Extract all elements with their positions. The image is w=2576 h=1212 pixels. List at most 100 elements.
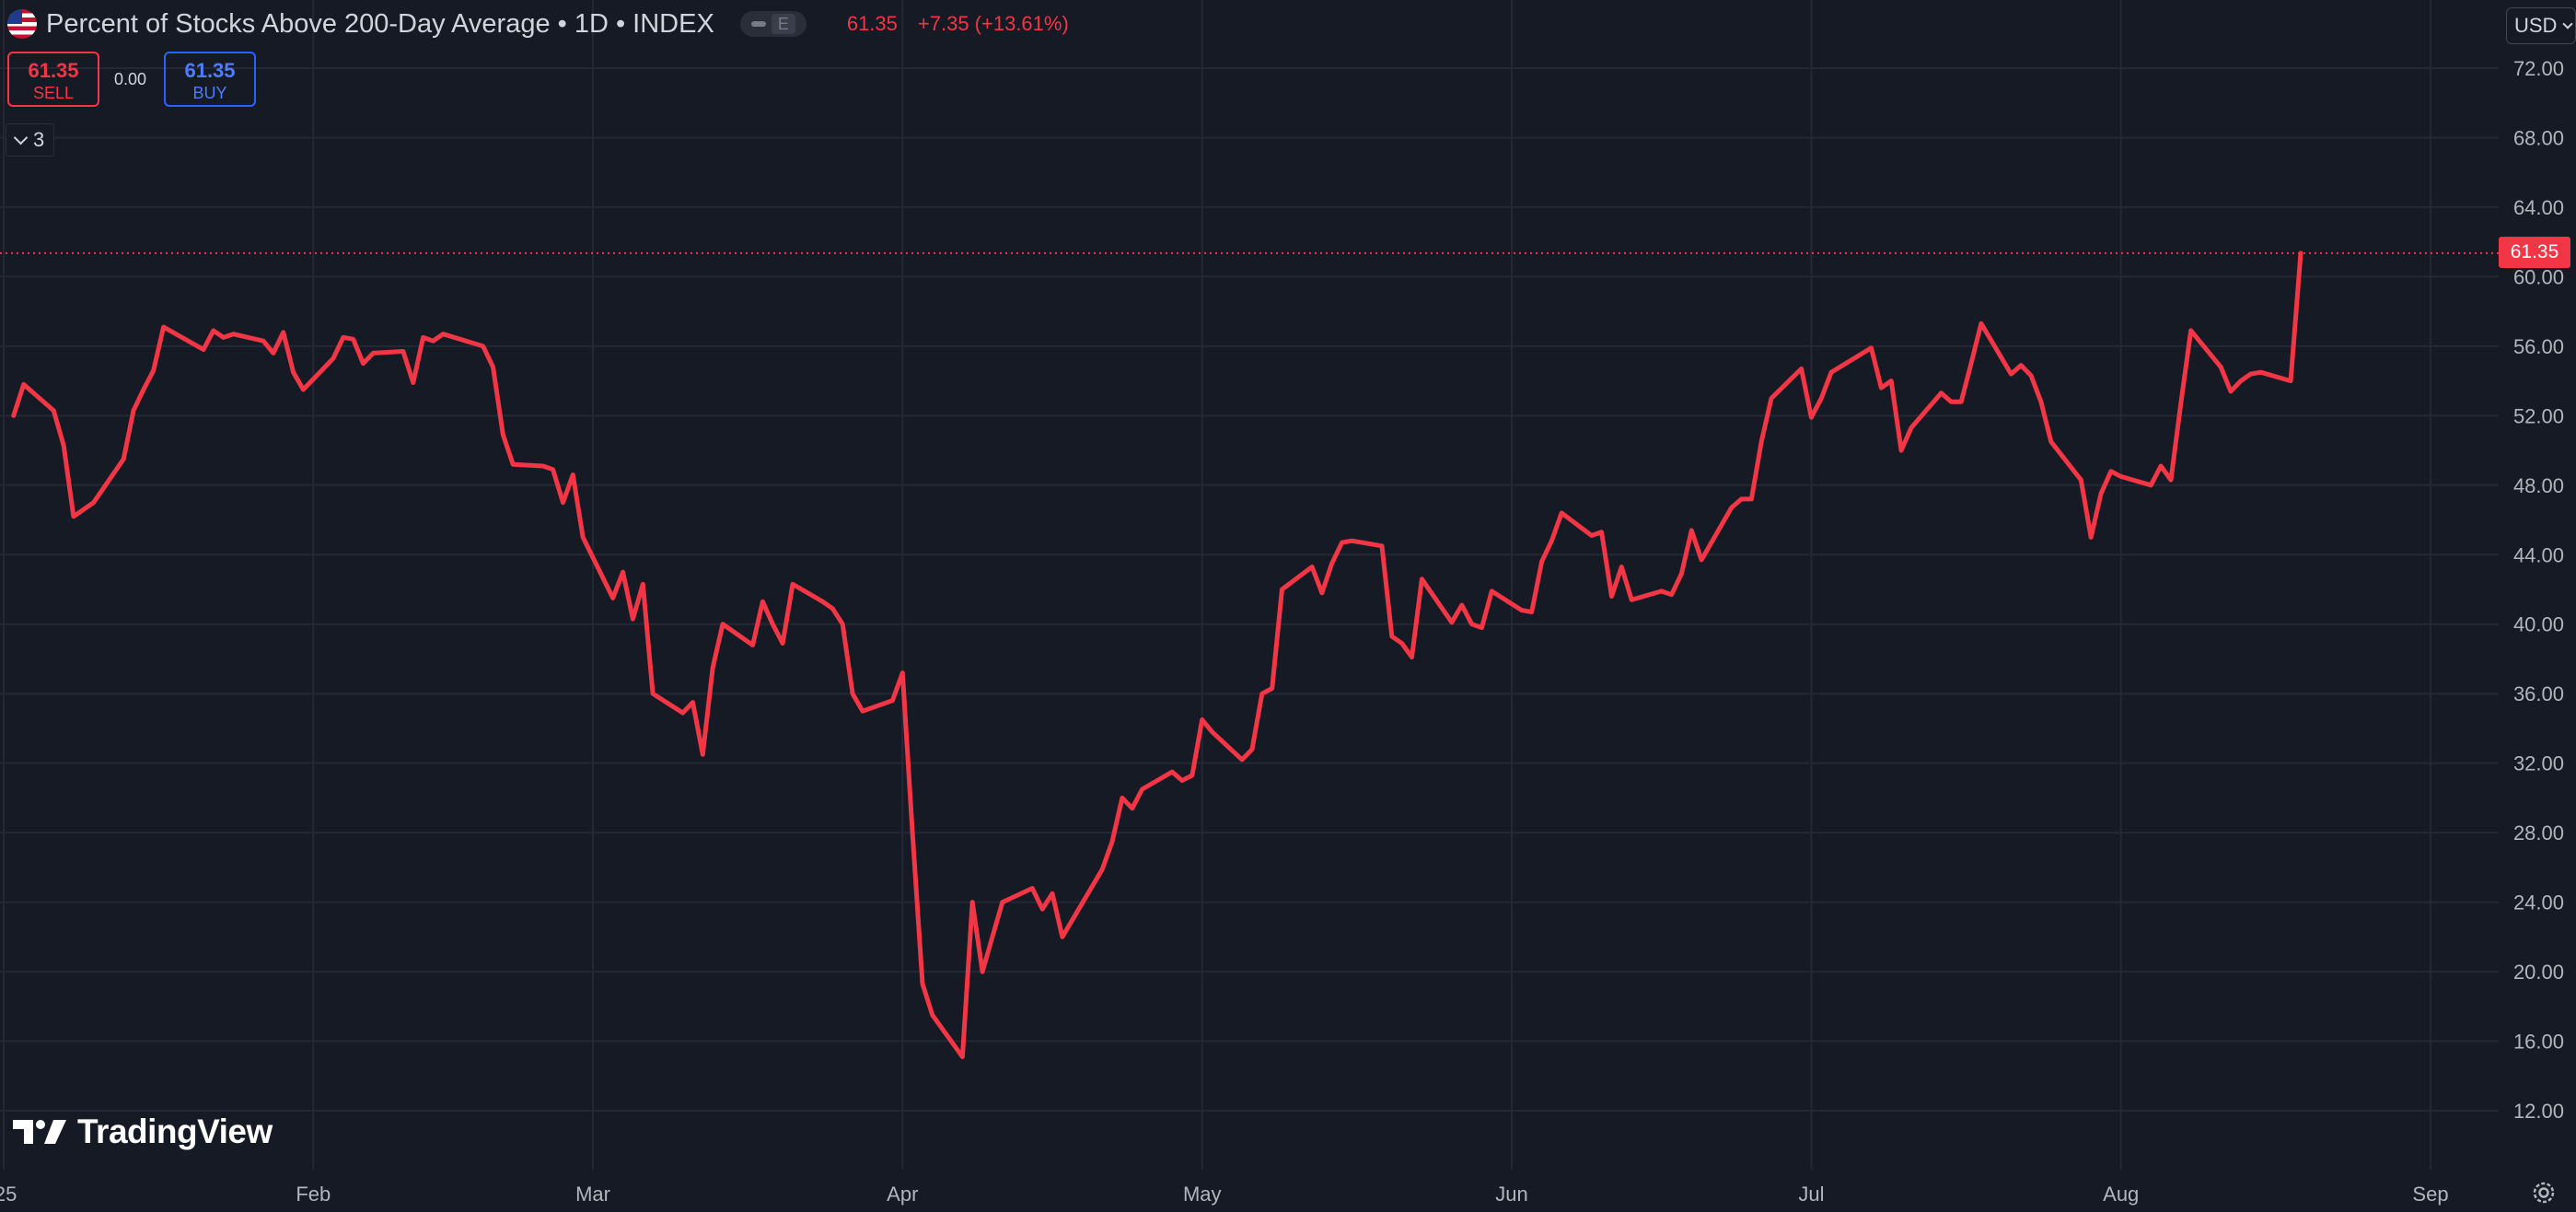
x-tick-label: Aug (2103, 1183, 2139, 1206)
symbol-title[interactable]: Percent of Stocks Above 200-Day Average … (46, 8, 714, 39)
data-point (542, 465, 544, 467)
data-point (442, 333, 444, 335)
y-tick-label: 16.00 (2513, 1031, 2564, 1054)
data-point (2030, 375, 2032, 377)
buy-button[interactable]: 61.35 BUY (164, 52, 256, 107)
data-point (1941, 392, 1942, 394)
data-point (223, 336, 225, 338)
x-tick-label: May (1183, 1183, 1222, 1206)
data-point (1201, 719, 1203, 720)
tradingview-logo[interactable]: TradingView (13, 1113, 273, 1151)
data-point (1491, 590, 1492, 592)
data-point (213, 330, 215, 332)
data-point (1481, 627, 1482, 628)
y-tick-label: 56.00 (2513, 335, 2564, 358)
y-tick-label: 12.00 (2513, 1100, 2564, 1123)
settings-icon[interactable] (2530, 1179, 2558, 1206)
data-point (971, 902, 973, 903)
data-point (2250, 373, 2252, 375)
data-point (692, 702, 693, 704)
data-point (712, 667, 714, 669)
data-point (1391, 635, 1393, 637)
data-point (372, 352, 374, 354)
dash-icon (750, 21, 766, 27)
data-point (363, 363, 364, 365)
data-point (353, 338, 354, 340)
data-point (1261, 693, 1263, 694)
y-tick-label: 64.00 (2513, 196, 2564, 219)
x-tick-label: Feb (296, 1183, 331, 1206)
data-point (2260, 371, 2262, 373)
data-point (1181, 780, 1183, 781)
data-point (1820, 398, 1822, 399)
spread-value: 0.00 (114, 70, 147, 88)
data-point (153, 369, 155, 371)
price-change: +7.35 (+13.61%) (917, 12, 1069, 35)
data-point (932, 1014, 934, 1016)
data-point (1601, 531, 1603, 533)
data-point (552, 469, 554, 471)
y-tick-label: 68.00 (2513, 126, 2564, 149)
x-tick-label: Mar (575, 1183, 610, 1206)
data-point (702, 753, 703, 755)
data-point (1830, 371, 1832, 373)
y-tick-label: 72.00 (2513, 57, 2564, 80)
data-point (1880, 387, 1882, 389)
data-point (2010, 373, 2012, 375)
data-point (1550, 540, 1552, 542)
data-point (761, 600, 763, 602)
data-point (1541, 561, 1543, 563)
y-tick-label: 20.00 (2513, 961, 2564, 984)
sell-button[interactable]: 61.35 SELL (7, 52, 99, 107)
data-point (402, 351, 404, 352)
data-point (1401, 643, 1403, 644)
data-point (203, 349, 204, 351)
data-point (23, 383, 25, 385)
data-point (1002, 902, 1004, 903)
last-price-marker: 61.35 (2499, 237, 2570, 268)
data-point (1871, 347, 1872, 349)
data-point (612, 597, 614, 599)
data-point (1051, 892, 1053, 894)
logo-text: TradingView (77, 1113, 273, 1150)
data-point (2290, 380, 2292, 382)
session-pill[interactable]: E (739, 11, 806, 37)
data-point (482, 345, 484, 347)
currency-selector[interactable]: USD (2506, 7, 2576, 44)
data-point (1890, 380, 1892, 382)
data-point (1421, 578, 1422, 580)
x-tick-label: Sep (2412, 1183, 2448, 1206)
data-point (1801, 367, 1803, 369)
data-point (262, 340, 264, 342)
y-tick-label: 28.00 (2513, 822, 2564, 845)
data-point (1041, 908, 1043, 910)
data-point (2110, 471, 2112, 472)
buy-label: BUY (192, 84, 227, 102)
y-tick-label: 52.00 (2513, 404, 2564, 427)
data-point (582, 536, 584, 538)
data-point (412, 382, 414, 383)
data-point (1031, 888, 1033, 889)
indicators-toggle-button[interactable]: 3 (6, 123, 55, 157)
data-point (2080, 479, 2082, 481)
y-tick-label: 32.00 (2513, 752, 2564, 775)
data-point (642, 583, 644, 585)
data-point (512, 463, 514, 465)
data-point (52, 410, 54, 412)
data-point (822, 600, 823, 602)
series-line (11, 251, 2303, 1059)
data-point (1171, 771, 1173, 773)
data-point (1381, 545, 1383, 547)
data-point (502, 434, 504, 436)
data-point (1980, 322, 1982, 324)
data-point (2190, 330, 2192, 332)
data-point (572, 474, 574, 475)
data-point (1910, 427, 1912, 428)
data-point (1311, 566, 1313, 567)
y-tick-label: 24.00 (2513, 892, 2564, 915)
data-point (1451, 622, 1453, 623)
data-point (1461, 604, 1463, 606)
data-point (831, 608, 833, 610)
data-point (1321, 592, 1323, 594)
